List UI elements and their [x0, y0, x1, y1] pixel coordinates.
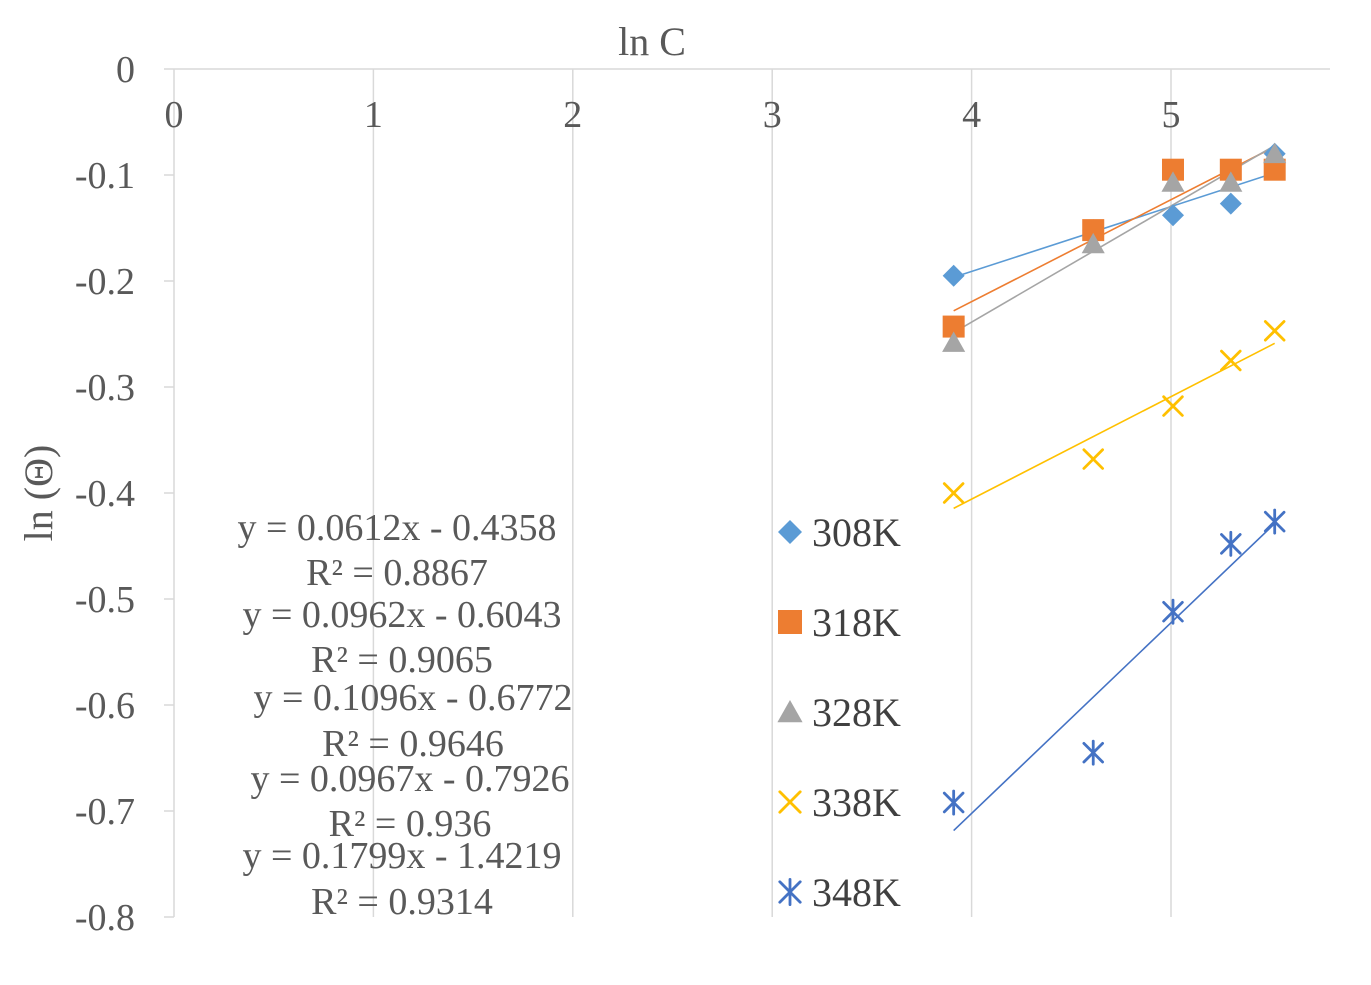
trendline-r2: R² = 0.8867	[306, 552, 488, 594]
legend-item-308K: 308K	[778, 510, 901, 555]
data-point-328K	[1263, 142, 1287, 164]
data-point-328K	[1219, 171, 1243, 192]
y-tick-label: -0.5	[75, 579, 135, 621]
legend: 308K 318K 328K 338K 348K	[777, 510, 901, 915]
y-tick-label: -0.7	[75, 791, 135, 833]
trendline-equation: y = 0.0962x - 0.6043	[242, 594, 561, 636]
data-point-338K	[1220, 349, 1242, 372]
data-point-348K	[1220, 530, 1242, 557]
legend-marker	[778, 610, 802, 634]
trendline-r2: R² = 0.9065	[311, 639, 493, 681]
x-tick-label: 3	[763, 94, 782, 136]
legend-item-318K: 318K	[778, 600, 901, 645]
data-point-308K	[1219, 192, 1242, 215]
data-point-318K	[942, 315, 965, 338]
legend-label: 318K	[812, 600, 901, 645]
data-point-318K	[1161, 158, 1184, 181]
trendline-r2: R² = 0.9646	[322, 723, 504, 765]
legend-label: 348K	[812, 870, 901, 915]
y-tick-label: -0.4	[75, 473, 135, 515]
data-point-308K	[1161, 204, 1184, 227]
data-point-318K	[1263, 158, 1286, 181]
data-point-328K	[1081, 232, 1105, 254]
data-point-328K	[942, 331, 966, 352]
y-axis-title: ln (Θ)	[16, 445, 61, 542]
legend-item-328K: 328K	[777, 690, 901, 735]
trendline-equation: y = 0.1799x - 1.4219	[242, 835, 561, 877]
data-point-348K	[1263, 508, 1286, 535]
y-tick-label: -0.8	[75, 897, 135, 939]
data-point-338K	[1082, 448, 1104, 470]
legend-item-348K: 348K	[778, 870, 901, 915]
legend-item-338K: 338K	[778, 780, 901, 825]
y-tick-label: -0.6	[75, 685, 135, 727]
legend-marker	[778, 878, 802, 906]
x-axis-title: ln C	[618, 19, 686, 64]
data-point-348K	[1082, 739, 1104, 766]
trendline-equation: y = 0.0612x - 0.4358	[237, 507, 556, 549]
data-points	[942, 142, 1287, 816]
x-tick-labels: 0 1 2 3 4 5	[165, 94, 1181, 136]
legend-label: 328K	[812, 690, 901, 735]
trendline-equation: y = 0.0967x - 0.7926	[250, 758, 569, 800]
data-point-338K	[1162, 395, 1184, 417]
y-tick-label: -0.2	[75, 261, 135, 303]
data-point-348K	[1162, 598, 1184, 625]
trendline-348K	[953, 523, 1276, 832]
trendline-r2: R² = 0.9314	[311, 881, 493, 923]
x-tick-label: 2	[563, 94, 582, 136]
trendline-equation: y = 0.1096x - 0.6772	[253, 677, 572, 719]
data-point-328K	[1161, 171, 1185, 192]
x-tick-label: 0	[165, 94, 184, 136]
trendlines	[953, 144, 1276, 832]
trendline-338K	[953, 342, 1276, 510]
legend-label: 308K	[812, 510, 901, 555]
legend-label: 338K	[812, 780, 901, 825]
x-tick-label: 1	[364, 94, 383, 136]
y-tick-label: -0.1	[75, 155, 135, 197]
x-tick-label: 4	[962, 94, 981, 136]
y-tick-label: 0	[116, 49, 135, 91]
legend-marker	[778, 520, 802, 544]
y-tick-labels: 0 -0.1 -0.2 -0.3 -0.4 -0.5 -0.6 -0.7 -0.8	[75, 49, 174, 939]
legend-marker	[778, 790, 802, 814]
data-point-318K	[1082, 219, 1105, 242]
legend-marker	[777, 700, 803, 723]
data-point-308K	[942, 264, 965, 287]
trendline-r2: R² = 0.936	[329, 803, 492, 845]
y-tick-label: -0.3	[75, 367, 135, 409]
data-point-318K	[1219, 158, 1242, 181]
data-point-338K	[942, 482, 965, 504]
x-tick-label: 5	[1162, 94, 1181, 136]
data-point-348K	[942, 789, 965, 816]
data-point-338K	[1263, 320, 1286, 342]
